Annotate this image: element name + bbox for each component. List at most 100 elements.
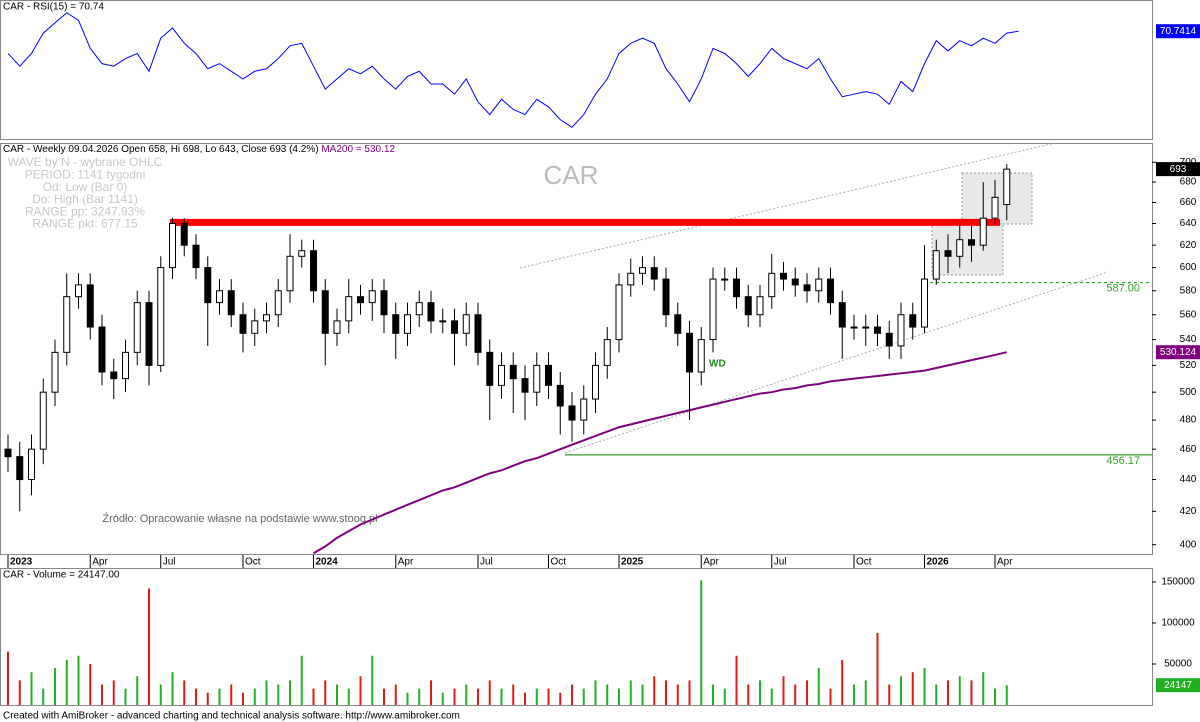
candle-body	[133, 302, 141, 353]
volume-bar	[406, 692, 409, 705]
x-tick-label: Jul	[480, 557, 493, 568]
footer: Created with AmiBroker - advanced charti…	[3, 711, 460, 722]
volume-bar	[535, 688, 538, 705]
x-tick-label: Oct	[856, 557, 872, 568]
candle-body	[404, 314, 411, 334]
rsi-last-label-bg	[1156, 24, 1200, 39]
ma-label: MA200 = 530.12	[321, 144, 395, 155]
x-tick-label: Oct	[245, 557, 261, 568]
y-tick-label: 150000	[1161, 577, 1195, 588]
volume-bar	[124, 688, 127, 705]
volume-bar	[112, 680, 115, 705]
volume-bar	[629, 680, 632, 705]
volume-bar	[923, 668, 926, 705]
candle-body	[921, 278, 928, 328]
volume-bar	[183, 680, 186, 705]
volume-bar	[853, 684, 855, 705]
wave-annotation: WD	[709, 359, 726, 370]
volume-bar	[571, 684, 573, 705]
candle-body	[533, 364, 541, 393]
volume-bar	[7, 651, 9, 705]
volume-bar	[230, 684, 233, 705]
candle-body	[991, 196, 999, 219]
volume-bar	[888, 684, 891, 705]
candle-body	[51, 351, 59, 393]
volume-bar	[559, 692, 562, 705]
y-tick-label: 460	[1180, 444, 1197, 455]
x-tick-label: 2025	[621, 557, 644, 568]
candle-body	[274, 290, 282, 316]
candle-body	[169, 222, 176, 269]
y-tick-label: 100000	[1161, 618, 1195, 629]
volume-bar	[336, 684, 338, 705]
candle-body	[615, 284, 623, 341]
candle-body	[122, 351, 129, 380]
candle-body	[86, 284, 94, 328]
candle-body	[686, 332, 693, 373]
x-tick-label: Jul	[163, 557, 176, 568]
y-tick-label: 580	[1180, 285, 1197, 296]
candle-body	[556, 384, 564, 407]
candle-body	[110, 371, 118, 380]
volume-bar	[911, 672, 914, 705]
candle-body	[345, 296, 353, 322]
volume-bar	[676, 684, 679, 705]
volume-bar	[418, 688, 421, 705]
rsi-line	[7, 12, 1019, 128]
x-tick-label: Jul	[774, 557, 787, 568]
volume-bar	[864, 680, 867, 705]
volume-bar	[488, 680, 491, 705]
volume-bar	[89, 663, 92, 705]
candle-body	[509, 364, 517, 380]
candle-body	[733, 278, 740, 298]
candle-body	[627, 272, 635, 286]
volume-bar	[242, 692, 244, 705]
candle-body	[639, 267, 646, 274]
x-tick-label: 2023	[10, 557, 33, 568]
volume-bar	[524, 692, 526, 705]
level-label: 587.00	[1106, 282, 1140, 294]
candle-body	[310, 250, 317, 292]
candle-body	[498, 364, 505, 386]
candle-body	[909, 314, 917, 328]
candle-body	[697, 339, 705, 373]
volume-bar	[723, 688, 726, 705]
candle-body	[874, 326, 881, 334]
candle-body	[368, 290, 376, 304]
volume-bar	[265, 680, 268, 705]
price-title: CAR - Weekly 09.04.2026 Open 658, Hi 698…	[3, 144, 395, 155]
candle-body	[451, 320, 458, 334]
volume-pane	[0, 568, 1153, 706]
volume-bar	[430, 680, 432, 705]
volume-bar	[982, 672, 985, 705]
candle-body	[768, 272, 776, 298]
watermark: CAR	[544, 160, 599, 190]
y-tick-label: 520	[1180, 360, 1197, 371]
candle-body	[286, 255, 294, 292]
volume-bar	[289, 680, 291, 705]
source-note: Źródło: Opracowanie własne na podstawie …	[102, 512, 377, 525]
volume-bar	[512, 684, 515, 705]
candle-body	[603, 339, 611, 366]
volume-bar	[747, 684, 750, 705]
volume-bar	[324, 680, 327, 705]
candle-body	[486, 351, 494, 386]
candle-body	[674, 314, 682, 334]
volume-bar	[206, 692, 209, 705]
candle-body	[28, 448, 35, 481]
wave-note: RANGE pp: 3247.93%	[25, 204, 145, 218]
x-tick-label: 2024	[316, 557, 339, 568]
volume-bar	[136, 676, 139, 705]
channel-line	[519, 142, 1056, 269]
candle-body	[862, 326, 870, 329]
volume-bar	[441, 692, 444, 705]
volume-bar	[841, 659, 844, 705]
volume-bar	[1005, 685, 1008, 705]
candle-body	[439, 320, 447, 323]
candle-body	[944, 250, 952, 257]
volume-bar	[735, 655, 738, 705]
volume-bar	[582, 688, 585, 705]
candle-body	[333, 320, 341, 334]
x-tick-label: Apr	[703, 557, 719, 568]
